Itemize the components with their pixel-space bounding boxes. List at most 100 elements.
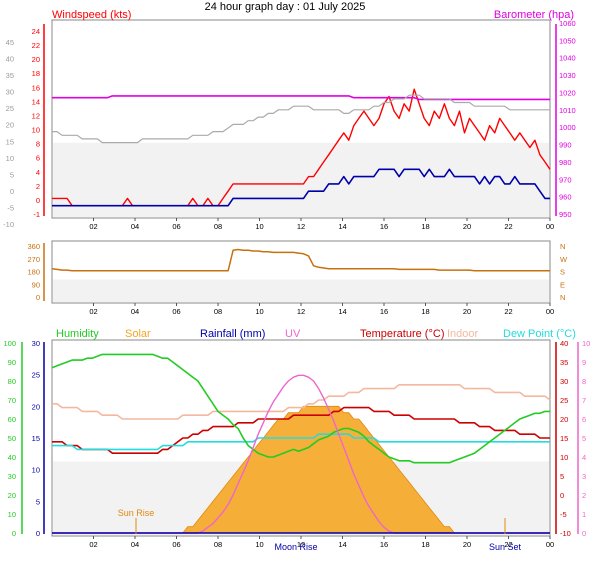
temperature-line (52, 406, 550, 455)
rain-axis-tick-label: 5 (36, 497, 40, 506)
climate-x-tick-label: 22 (504, 540, 512, 549)
humidity-axis-tick-label: 90 (8, 358, 16, 367)
temp-axis-tick-label: 20 (560, 415, 568, 424)
legend-entry: Solar (125, 328, 151, 340)
temp-axis-tick-label: 40 (560, 339, 568, 348)
chart-title: 24 hour graph day : 01 July 2025 (205, 1, 366, 13)
dir-axis-tick-label: 180 (27, 268, 40, 277)
climate-x-tick-label: 18 (421, 540, 429, 549)
humidity-axis-tick-label: 0 (12, 529, 16, 538)
baro-axis-tick-label: 1020 (559, 88, 576, 97)
wind-x-tick-label: 02 (89, 222, 97, 231)
outer-axis-tick-label: 40 (6, 55, 14, 64)
wind-axis-tick-label: 4 (36, 168, 40, 177)
uv-axis-tick-label: 7 (582, 396, 586, 405)
uv-axis-tick-label: 4 (582, 453, 586, 462)
climate-x-tick-label: 20 (463, 540, 471, 549)
left-axis-label: Windspeed (kts) (52, 9, 131, 21)
temp-axis-tick-label: 30 (560, 377, 568, 386)
wind-x-tick-label: 08 (214, 222, 222, 231)
dir-x-tick-label: 02 (89, 307, 97, 316)
outer-axis-tick-label: 15 (6, 137, 14, 146)
climate-x-tick-label: 12 (297, 540, 305, 549)
climate-x-tick-label: 16 (380, 540, 388, 549)
wind-axis-tick-label: 16 (32, 83, 40, 92)
compass-tick-label: N (560, 242, 565, 251)
wind-x-tick-label: 18 (421, 222, 429, 231)
baro-axis-tick-label: 960 (559, 193, 572, 202)
wind-axis-tick-label: 2 (36, 182, 40, 191)
climate-x-tick-label: 04 (131, 540, 139, 549)
humidity-axis-tick-label: 20 (8, 491, 16, 500)
uv-axis-tick-label: 9 (582, 358, 586, 367)
baro-axis-tick-label: 970 (559, 175, 572, 184)
wind-x-tick-label: 06 (172, 222, 180, 231)
wind-axis-tick-label: 20 (32, 55, 40, 64)
dir-axis-tick-label: 90 (32, 280, 40, 289)
wind-axis-tick-label: 14 (32, 97, 40, 106)
climate-x-tick-label: 08 (214, 540, 222, 549)
dir-x-tick-label: 08 (214, 307, 222, 316)
dir-axis-tick-label: 0 (36, 293, 40, 302)
average-wind-line (52, 168, 550, 207)
legend-entry: Indoor (447, 328, 479, 340)
temp-axis-tick-label: -5 (560, 510, 567, 519)
uv-axis-tick-label: 5 (582, 434, 586, 443)
wind-axis-tick-label: 6 (36, 154, 40, 163)
dir-x-tick-label: 06 (172, 307, 180, 316)
outer-axis-tick-label: 5 (10, 170, 14, 179)
gust-reference-line (52, 94, 550, 144)
wind-axis-tick-label: -1 (33, 210, 40, 219)
climate-x-tick-label: 10 (255, 540, 263, 549)
humidity-axis-tick-label: 60 (8, 415, 16, 424)
outer-axis-tick-label: 35 (6, 71, 14, 80)
climate-x-tick-label: 06 (172, 540, 180, 549)
outer-axis-tick-label: 20 (6, 121, 14, 130)
baro-axis-tick-label: 1030 (559, 71, 576, 80)
humidity-axis-tick-label: 30 (8, 472, 16, 481)
outer-axis-tick-label: 45 (6, 38, 14, 47)
legend-entry: Rainfall (mm) (200, 328, 265, 340)
legend-entry: Temperature (°C) (360, 328, 444, 340)
compass-tick-label: S (560, 268, 565, 277)
wind-axis-tick-label: 12 (32, 111, 40, 120)
humidity-axis-tick-label: 100 (3, 339, 16, 348)
compass-tick-label: E (560, 280, 565, 289)
wind-axis-tick-label: 10 (32, 126, 40, 135)
climate-x-tick-label: 00 (546, 540, 554, 549)
wind-x-tick-label: 10 (255, 222, 263, 231)
compass-tick-label: N (560, 293, 565, 302)
right-axis-label: Barometer (hpa) (494, 9, 574, 21)
wind-axis-tick-label: 18 (32, 69, 40, 78)
direction-panel-shade (53, 279, 549, 302)
dir-x-tick-label: 00 (546, 307, 554, 316)
wind-axis-tick-label: 0 (36, 196, 40, 205)
dir-x-tick-label: 04 (131, 307, 139, 316)
uv-axis-tick-label: 3 (582, 472, 586, 481)
legend-entry: UV (285, 328, 301, 340)
legend-entry: Humidity (56, 328, 99, 340)
humidity-axis-tick-label: 40 (8, 453, 16, 462)
wind-axis-tick-label: 22 (32, 41, 40, 50)
rain-axis-tick-label: 30 (32, 339, 40, 348)
uv-axis-tick-label: 6 (582, 415, 586, 424)
dir-x-tick-label: 10 (255, 307, 263, 316)
dir-x-tick-label: 12 (297, 307, 305, 316)
uv-axis-tick-label: 2 (582, 491, 586, 500)
climate-x-tick-label: 02 (89, 540, 97, 549)
wind-direction-line (51, 248, 550, 272)
wind-x-tick-label: 22 (504, 222, 512, 231)
baro-axis-tick-label: 980 (559, 158, 572, 167)
humidity-axis-tick-label: 80 (8, 377, 16, 386)
dir-x-tick-label: 20 (463, 307, 471, 316)
barometer-line (52, 95, 550, 101)
wind-panel-shade (53, 142, 549, 217)
climate-x-tick-label: 14 (338, 540, 346, 549)
dew-point-line (52, 433, 550, 451)
dir-axis-tick-label: 360 (27, 242, 40, 251)
humidity-line (51, 353, 550, 464)
indoor-line (52, 383, 551, 420)
baro-axis-tick-label: 1050 (559, 36, 576, 45)
temp-axis-tick-label: 5 (560, 472, 564, 481)
